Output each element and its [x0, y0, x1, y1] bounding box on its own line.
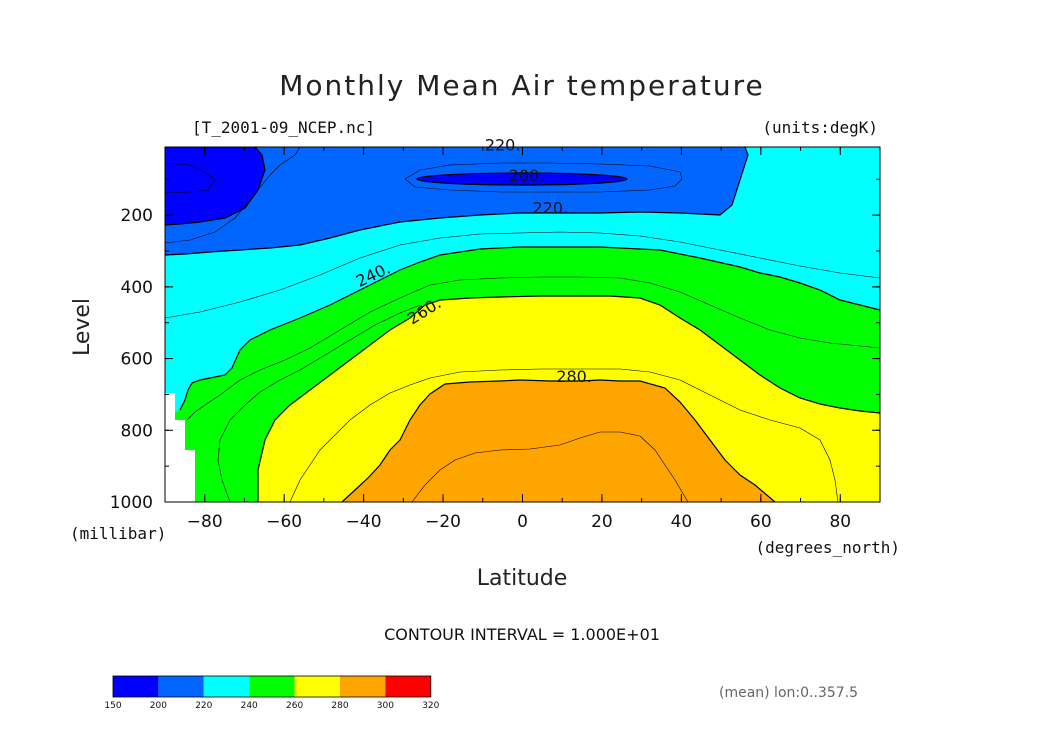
chart-title: Monthly Mean Air temperature [279, 69, 765, 102]
x-unit-label: (degrees_north) [756, 538, 901, 557]
colorbar-tick-label: 280 [331, 701, 348, 711]
mean-longitude-note: (mean) lon:0..357.5 [719, 685, 858, 701]
x-tick-label: −40 [346, 512, 382, 532]
colorbar-frame [112, 675, 432, 698]
colorbar-tick-label: 260 [286, 701, 303, 711]
band-200-220 [165, 147, 748, 255]
y-tick-label: 800 [121, 421, 153, 441]
y-axis-tick-labels: 200 400 600 800 1000 [110, 206, 153, 513]
colorbar-tick-label: 220 [195, 701, 212, 711]
contour-label-group: 220. [532, 198, 568, 217]
x-tick-label: 60 [750, 512, 772, 532]
x-tick-label: −60 [266, 512, 302, 532]
y-tick-label: 200 [121, 206, 153, 226]
contour-label: 280. [556, 367, 592, 386]
x-axis-title: Latitude [477, 566, 568, 591]
x-tick-label: 40 [671, 512, 693, 532]
colorbar-swatch [203, 676, 250, 697]
x-tick-label: 0 [517, 512, 528, 532]
band-lt200-tropics [417, 173, 627, 185]
y-axis-title: Level [70, 298, 95, 356]
colorbar-tick-label: 300 [377, 701, 394, 711]
x-tick-label: −20 [425, 512, 461, 532]
x-tick-label: 80 [829, 512, 851, 532]
units-label: (units:degK) [762, 118, 878, 137]
contour-label: 220. [485, 136, 521, 155]
source-file-label: [T_2001-09_NCEP.nc] [192, 118, 375, 137]
y-axis-ticks [165, 178, 880, 503]
contour-label-group: 200. [509, 166, 545, 185]
colorbar-tick-labels: 150 200 220 240 260 280 300 320 [104, 701, 439, 711]
contour-label-group: 280. [556, 367, 592, 386]
minor-contours [165, 147, 880, 502]
colorbar-swatch [294, 676, 340, 697]
y-tick-label: 600 [121, 350, 153, 370]
colorbar-tick-label: 240 [241, 701, 258, 711]
colorbar-swatch [158, 676, 204, 697]
band-280-300 [342, 380, 775, 502]
colorbar-swatch [113, 676, 159, 697]
contour-label: 200. [509, 166, 545, 185]
y-unit-label: (millibar) [70, 524, 166, 543]
y-tick-label: 400 [121, 278, 153, 298]
missing-data-region [165, 393, 195, 502]
x-tick-label: −80 [187, 512, 223, 532]
x-axis-tick-labels: −80 −60 −40 −20 0 20 40 60 80 [187, 512, 851, 532]
major-contours [165, 147, 880, 502]
colorbar-tick-label: 150 [104, 701, 121, 711]
colorbar [112, 675, 432, 698]
plot-area [165, 147, 880, 502]
x-axis-ticks [164, 147, 881, 502]
colorbar-swatch [249, 676, 295, 697]
x-tick-label: 20 [591, 512, 613, 532]
contour-label: 220. [532, 198, 568, 217]
y-tick-label: 1000 [110, 493, 153, 513]
colorbar-tick-label: 200 [150, 701, 167, 711]
colorbar-swatch [385, 676, 431, 697]
band-lt200-south [165, 147, 265, 225]
contour-interval-label: CONTOUR INTERVAL = 1.000E+01 [384, 625, 660, 644]
colorbar-tick-label: 320 [422, 701, 439, 711]
contour-label-group: 220. [485, 136, 521, 155]
colorbar-swatch [340, 676, 386, 697]
